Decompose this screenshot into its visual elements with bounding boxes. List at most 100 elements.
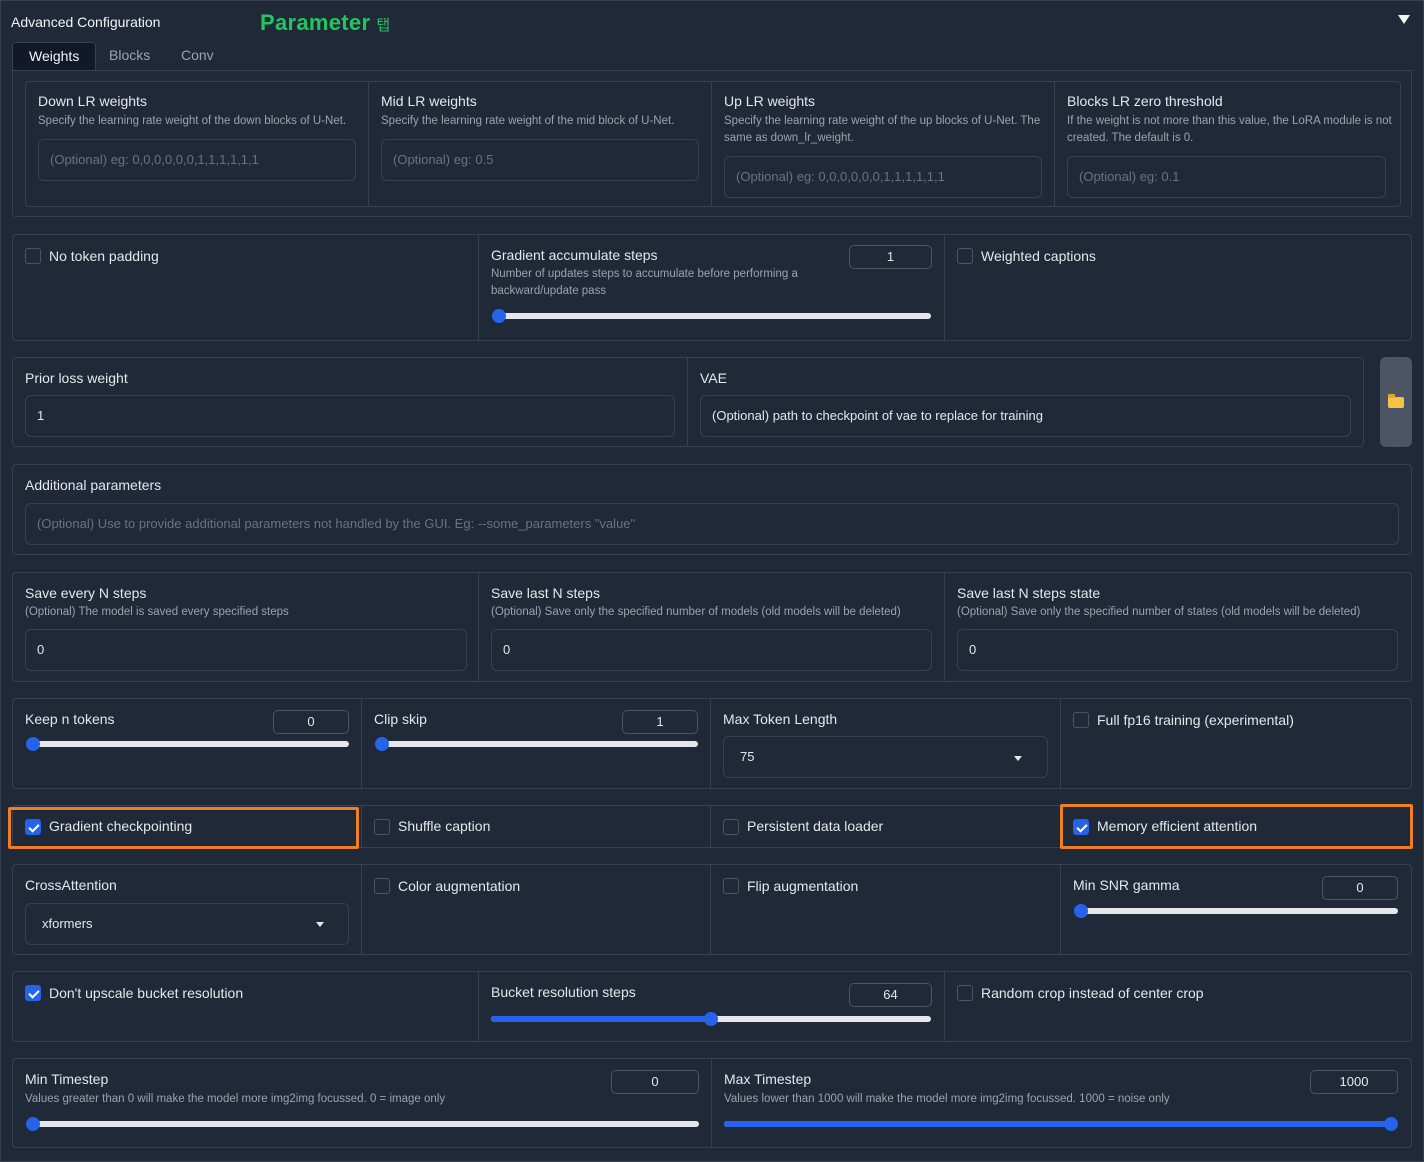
no-upscale-label[interactable]: Don't upscale bucket resolution	[49, 985, 244, 1001]
weighted-captions-label[interactable]: Weighted captions	[981, 248, 1096, 264]
save-every-label: Save every N steps	[25, 585, 147, 601]
keep-tokens-label: Keep n tokens	[25, 711, 115, 727]
zero-threshold-input[interactable]: (Optional) eg: 0.1	[1067, 156, 1386, 198]
fp16-label[interactable]: Full fp16 training (experimental)	[1097, 712, 1294, 728]
grad-accum-desc: Number of updates steps to accumulate be…	[491, 268, 798, 297]
down-lr-input[interactable]: (Optional) eg: 0,0,0,0,0,0,1,1,1,1,1,1	[38, 139, 356, 181]
save-last-input[interactable]: 0	[491, 629, 932, 671]
shuffle-label[interactable]: Shuffle caption	[398, 818, 491, 834]
clip-skip-number[interactable]: 1	[622, 710, 698, 734]
random-crop-label[interactable]: Random crop instead of center crop	[981, 985, 1204, 1001]
mem-eff-checkbox[interactable]	[1073, 819, 1089, 835]
fp16-checkbox[interactable]	[1073, 712, 1089, 728]
slider-thumb[interactable]	[26, 1117, 40, 1131]
up-lr-input[interactable]: (Optional) eg: 0,0,0,0,0,0,1,1,1,1,1,1	[724, 156, 1042, 198]
max-timestep-slider[interactable]	[724, 1117, 1398, 1131]
highlight-mem-eff	[1060, 804, 1413, 849]
mid-lr-input[interactable]: (Optional) eg: 0.5	[381, 139, 699, 181]
mid-lr-label: Mid LR weights	[381, 93, 477, 109]
flip-aug-checkbox[interactable]	[723, 878, 739, 894]
persistent-label[interactable]: Persistent data loader	[747, 818, 884, 834]
no-token-padding-label[interactable]: No token padding	[49, 248, 159, 264]
bucket-steps-slider[interactable]	[491, 1012, 931, 1026]
slider-fill	[724, 1121, 1391, 1127]
flip-aug-cell: Flip augmentation	[711, 865, 1061, 954]
additional-params-input[interactable]: (Optional) Use to provide additional par…	[25, 503, 1399, 545]
vae-label: VAE	[700, 370, 727, 386]
no-token-padding-cell: No token padding	[13, 235, 479, 340]
slider-thumb[interactable]	[492, 309, 506, 323]
grad-accum-cell: Gradient accumulate steps 1 Number of up…	[479, 235, 945, 340]
max-token-label: Max Token Length	[723, 711, 838, 727]
padding-row: No token padding Gradient accumulate ste…	[12, 234, 1412, 341]
grad-ckpt-checkbox[interactable]	[25, 819, 41, 835]
tab-weights[interactable]: Weights	[12, 42, 97, 71]
parameter-annotation: Parameter 탭	[260, 10, 390, 36]
min-snr-number[interactable]: 0	[1322, 876, 1398, 900]
zero-threshold-label: Blocks LR zero threshold	[1067, 93, 1223, 109]
down-lr-desc: Specify the learning rate weight of the …	[38, 115, 347, 127]
highlight-grad-ckpt	[8, 807, 359, 849]
mem-eff-label[interactable]: Memory efficient attention	[1097, 818, 1258, 834]
max-token-cell: Max Token Length 75	[711, 699, 1061, 788]
max-token-dropdown[interactable]: 75	[723, 736, 1048, 778]
min-snr-slider[interactable]	[1074, 904, 1398, 918]
grad-ckpt-cell: Gradient checkpointing	[13, 806, 362, 847]
chevron-down-icon[interactable]	[1014, 756, 1022, 761]
up-lr-label: Up LR weights	[724, 93, 816, 109]
fp16-cell: Full fp16 training (experimental)	[1061, 699, 1411, 788]
bucket-steps-number[interactable]: 64	[849, 983, 932, 1007]
random-crop-checkbox[interactable]	[957, 985, 973, 1001]
prior-loss-input[interactable]: 1	[25, 395, 675, 437]
slider-thumb[interactable]	[26, 737, 40, 751]
flip-aug-label[interactable]: Flip augmentation	[747, 878, 859, 894]
timestep-row: Min Timestep 0 Values greater than 0 wil…	[12, 1058, 1412, 1148]
save-last-desc: (Optional) Save only the specified numbe…	[491, 606, 901, 618]
keep-tokens-slider[interactable]	[26, 737, 349, 751]
slider-thumb[interactable]	[1384, 1117, 1398, 1131]
keep-tokens-cell: Keep n tokens 0	[13, 699, 362, 788]
persistent-checkbox[interactable]	[723, 819, 739, 835]
grad-accum-number[interactable]: 1	[849, 245, 932, 269]
slider-thumb[interactable]	[375, 737, 389, 751]
min-timestep-slider[interactable]	[26, 1117, 699, 1131]
prior-loss-label: Prior loss weight	[25, 370, 128, 386]
min-snr-label: Min SNR gamma	[1073, 877, 1180, 893]
cross-attention-label: CrossAttention	[25, 877, 117, 893]
min-timestep-number[interactable]: 0	[611, 1070, 699, 1094]
cross-row: CrossAttention xformers Color augmentati…	[12, 864, 1412, 955]
bucket-row: Don't upscale bucket resolution Bucket r…	[12, 971, 1412, 1042]
bucket-steps-label: Bucket resolution steps	[491, 984, 636, 1000]
slider-thumb[interactable]	[1074, 904, 1088, 918]
tab-blocks[interactable]: Blocks	[109, 47, 151, 63]
accordion-title[interactable]: Advanced Configuration	[11, 14, 161, 30]
min-timestep-desc: Values greater than 0 will make the mode…	[25, 1093, 446, 1105]
save-every-input[interactable]: 0	[25, 629, 467, 671]
vae-browse-button[interactable]	[1380, 357, 1412, 447]
clip-skip-label: Clip skip	[374, 711, 427, 727]
cross-attention-dropdown[interactable]: xformers	[25, 903, 349, 945]
max-timestep-number[interactable]: 1000	[1310, 1070, 1398, 1094]
grad-ckpt-label[interactable]: Gradient checkpointing	[49, 818, 193, 834]
max-timestep-cell: Max Timestep 1000 Values lower than 1000…	[712, 1059, 1411, 1147]
tab-conv[interactable]: Conv	[181, 47, 214, 63]
grad-accum-slider[interactable]	[492, 309, 931, 323]
shuffle-checkbox[interactable]	[374, 819, 390, 835]
collapse-triangle-icon[interactable]	[1398, 15, 1410, 24]
no-upscale-checkbox[interactable]	[25, 985, 41, 1001]
clip-skip-slider[interactable]	[375, 737, 698, 751]
mem-eff-cell: Memory efficient attention	[1061, 806, 1411, 847]
keep-tokens-number[interactable]: 0	[273, 710, 349, 734]
save-every-cell: Save every N steps (Optional) The model …	[13, 573, 479, 681]
flags-row: Gradient checkpointing Shuffle caption P…	[12, 805, 1412, 848]
slider-thumb[interactable]	[704, 1012, 718, 1026]
no-token-padding-checkbox[interactable]	[25, 248, 41, 264]
color-aug-label[interactable]: Color augmentation	[398, 878, 521, 894]
lr-weights-row: Down LR weights Specify the learning rat…	[25, 81, 1401, 207]
chevron-down-icon[interactable]	[316, 922, 324, 927]
weighted-captions-checkbox[interactable]	[957, 248, 973, 264]
color-aug-checkbox[interactable]	[374, 878, 390, 894]
save-state-input[interactable]: 0	[957, 629, 1398, 671]
vae-input[interactable]: (Optional) path to checkpoint of vae to …	[700, 395, 1351, 437]
